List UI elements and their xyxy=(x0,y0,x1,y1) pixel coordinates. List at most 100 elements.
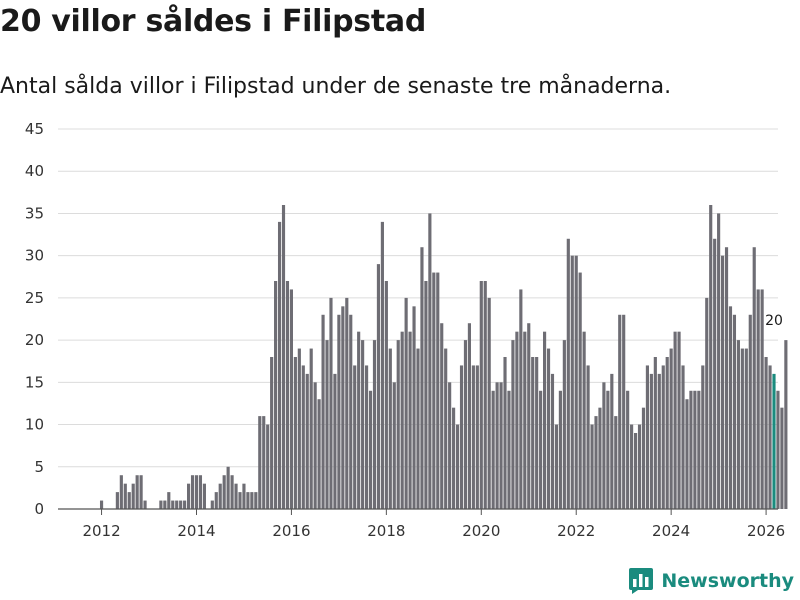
bar xyxy=(305,373,309,509)
bar xyxy=(463,340,468,509)
bar xyxy=(127,492,131,509)
bar xyxy=(392,382,396,509)
bar xyxy=(448,382,452,509)
bar xyxy=(428,213,432,509)
bar xyxy=(657,373,661,509)
bar xyxy=(254,492,258,509)
y-tick-label: 15 xyxy=(25,373,44,391)
bar xyxy=(622,314,626,509)
bar xyxy=(301,365,305,509)
bar xyxy=(626,390,630,509)
brand-name: Newsworthy xyxy=(661,570,794,592)
bar xyxy=(317,399,321,509)
bar xyxy=(483,281,487,509)
chart-title: 20 villor såldes i Filipstad xyxy=(0,4,427,39)
highlight-label: 20 xyxy=(765,313,783,329)
bar xyxy=(368,390,373,509)
bar xyxy=(270,357,274,509)
bar xyxy=(752,247,756,509)
bar xyxy=(404,297,408,509)
bar xyxy=(705,297,709,509)
bar xyxy=(784,340,788,509)
bar xyxy=(562,340,566,509)
bar xyxy=(721,255,725,509)
bar xyxy=(732,314,737,509)
bar xyxy=(780,407,784,509)
bar xyxy=(724,247,729,509)
bar xyxy=(455,424,460,509)
y-tick-label: 10 xyxy=(25,416,44,434)
bar xyxy=(341,306,345,509)
bar xyxy=(396,340,400,509)
bar xyxy=(119,475,123,509)
bar xyxy=(357,331,361,509)
bar xyxy=(598,407,602,509)
bar xyxy=(649,373,653,509)
bar xyxy=(467,323,471,509)
bar xyxy=(139,475,143,509)
bar xyxy=(590,424,594,509)
brand-logo: Newsworthy xyxy=(629,568,794,594)
bar xyxy=(198,475,203,509)
bar xyxy=(218,483,222,509)
x-tick-label: 2022 xyxy=(557,522,595,540)
bar xyxy=(226,466,230,509)
bar xyxy=(163,500,167,509)
bar xyxy=(475,365,479,509)
bar xyxy=(717,213,721,509)
bar xyxy=(459,365,464,509)
bar xyxy=(491,390,495,509)
bar xyxy=(566,238,570,509)
y-tick-label: 35 xyxy=(25,204,44,222)
bar xyxy=(543,331,547,509)
bar xyxy=(222,475,226,509)
bar xyxy=(230,475,234,509)
bar xyxy=(546,348,551,509)
bar xyxy=(333,373,337,509)
y-tick-label: 5 xyxy=(34,458,44,476)
x-tick-label: 2018 xyxy=(367,522,405,540)
bar xyxy=(99,500,104,509)
bar xyxy=(420,247,424,509)
bar xyxy=(234,483,238,509)
bar xyxy=(380,221,384,509)
bar xyxy=(586,365,590,509)
bar-chart-logo-icon xyxy=(629,568,654,594)
y-tick-label: 45 xyxy=(25,120,44,138)
bar xyxy=(756,289,760,509)
bar xyxy=(748,314,752,509)
y-tick-label: 20 xyxy=(25,331,44,349)
bar xyxy=(123,483,127,509)
bar xyxy=(630,424,634,509)
bar xyxy=(539,390,543,509)
bar xyxy=(471,365,475,509)
bar xyxy=(190,475,195,509)
bar xyxy=(681,365,685,509)
bar xyxy=(689,390,693,509)
bar xyxy=(610,373,614,509)
bar xyxy=(618,314,622,509)
bar xyxy=(171,500,175,509)
bar xyxy=(183,500,187,509)
bar xyxy=(238,492,242,509)
bar xyxy=(479,281,483,509)
bar xyxy=(760,289,764,509)
bar xyxy=(578,272,582,509)
bar xyxy=(285,281,290,509)
bar xyxy=(321,314,325,509)
bar xyxy=(673,331,677,509)
bar xyxy=(202,483,206,509)
bar xyxy=(452,407,456,509)
bar xyxy=(115,492,119,509)
bar xyxy=(250,492,254,509)
bar xyxy=(309,348,313,509)
bar xyxy=(135,475,139,509)
bar xyxy=(266,424,270,509)
bar xyxy=(187,483,191,509)
bar xyxy=(412,306,416,509)
bar xyxy=(325,340,329,509)
bar xyxy=(444,348,448,509)
bar xyxy=(384,281,388,509)
x-tick-label: 2024 xyxy=(652,522,690,540)
